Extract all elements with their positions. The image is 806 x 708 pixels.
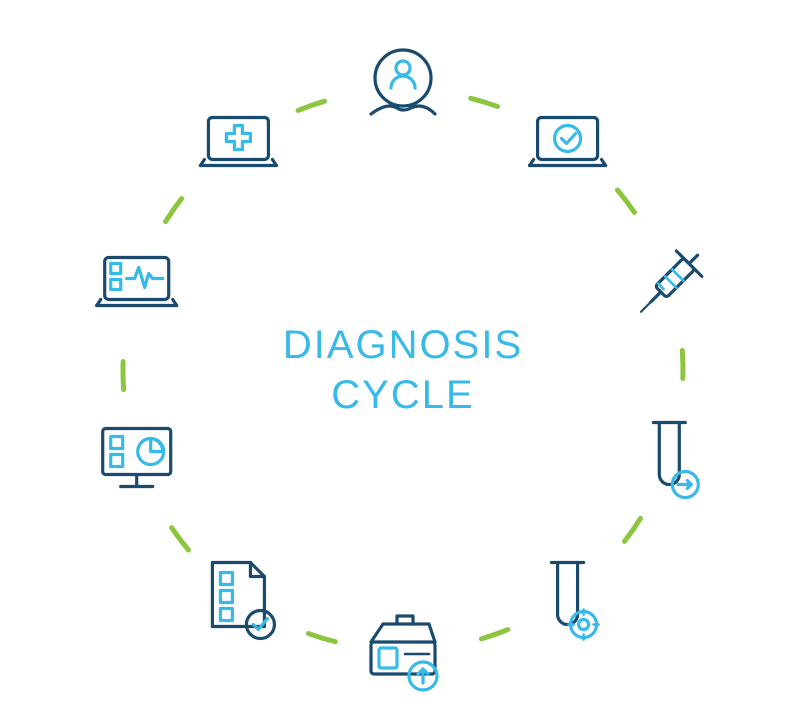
laptop-check-icon bbox=[517, 92, 619, 194]
connector-arc bbox=[298, 630, 335, 642]
connector-arc bbox=[298, 98, 335, 110]
title-line-1: DIAGNOSIS bbox=[203, 320, 603, 370]
document-check-icon bbox=[187, 546, 289, 648]
connector-arc bbox=[471, 98, 508, 110]
diagnosis-cycle-diagram: DIAGNOSIS CYCLE bbox=[0, 0, 806, 708]
instrument-up-icon bbox=[352, 599, 454, 701]
tube-arrow-icon bbox=[618, 406, 720, 508]
connector-arc bbox=[123, 350, 124, 389]
connector-arc bbox=[471, 630, 508, 642]
connector-arc bbox=[617, 190, 640, 222]
connector-arc bbox=[617, 518, 640, 550]
connector-arc bbox=[166, 518, 189, 550]
tube-target-icon bbox=[517, 546, 619, 648]
person-hand-icon bbox=[352, 39, 454, 141]
title-line-2: CYCLE bbox=[203, 370, 603, 420]
laptop-plus-icon bbox=[187, 92, 289, 194]
syringe-icon bbox=[618, 232, 720, 334]
laptop-wave-icon bbox=[86, 232, 188, 334]
center-title: DIAGNOSIS CYCLE bbox=[203, 320, 603, 420]
monitor-chart-icon bbox=[86, 406, 188, 508]
connector-arc bbox=[682, 350, 683, 389]
connector-arc bbox=[166, 190, 189, 222]
